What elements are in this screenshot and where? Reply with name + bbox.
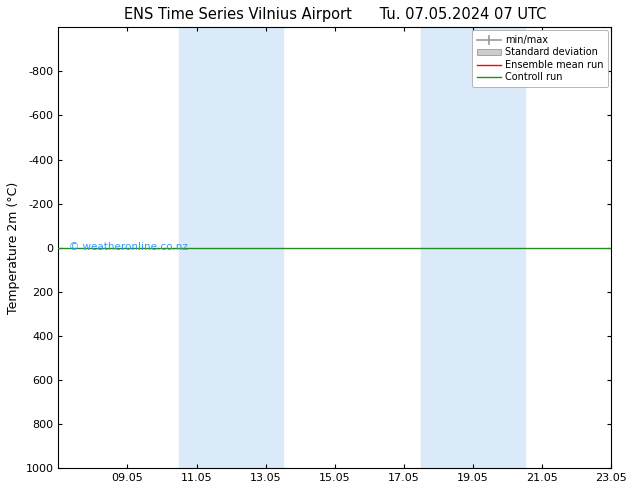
Y-axis label: Temperature 2m (°C): Temperature 2m (°C) xyxy=(7,182,20,314)
Bar xyxy=(179,27,283,468)
Title: ENS Time Series Vilnius Airport      Tu. 07.05.2024 07 UTC: ENS Time Series Vilnius Airport Tu. 07.0… xyxy=(124,7,546,22)
Text: © weatheronline.co.nz: © weatheronline.co.nz xyxy=(69,242,188,252)
Bar xyxy=(421,27,525,468)
Legend: min/max, Standard deviation, Ensemble mean run, Controll run: min/max, Standard deviation, Ensemble me… xyxy=(472,30,608,87)
